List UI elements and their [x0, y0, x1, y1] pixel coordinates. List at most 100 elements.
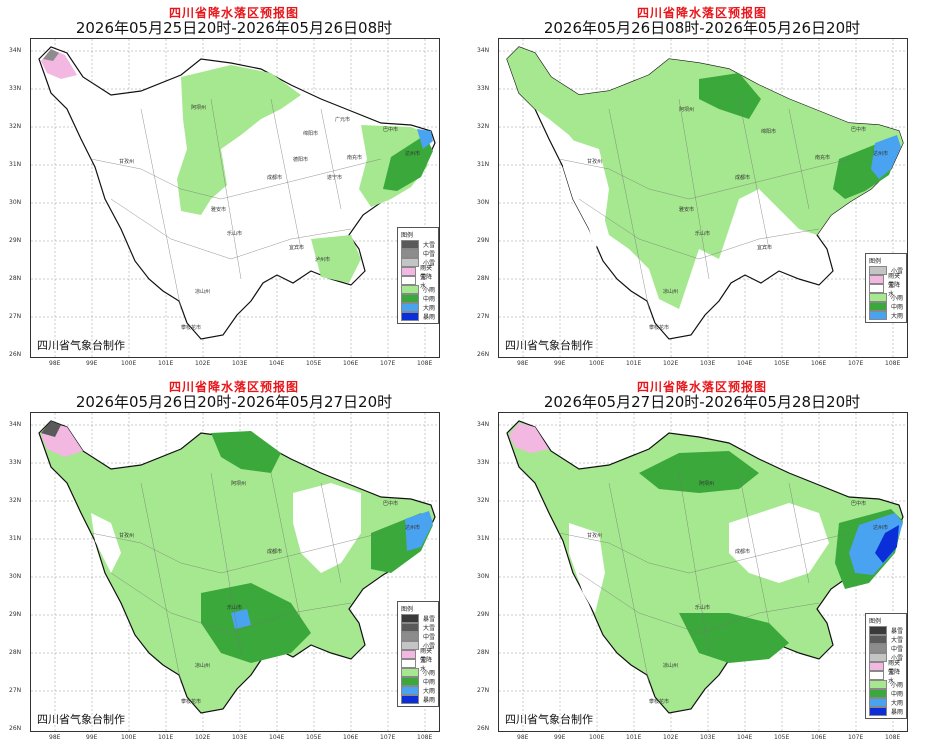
legend-item: 大雪	[401, 623, 435, 632]
map-legend: 图例 暴雪 大雪 中雪 小雪 雨夹雪 无降水 小雨 中雨 大雨 暴雨	[865, 613, 907, 719]
legend-swatch	[401, 258, 419, 267]
legend-swatch	[869, 662, 885, 671]
legend-item: 中雨	[401, 677, 435, 686]
lon-label: 106E	[811, 734, 827, 741]
lon-label: 103E	[700, 734, 716, 741]
lat-label: 26N	[9, 725, 22, 732]
legend-item: 暴雪	[869, 626, 903, 635]
legend-label: 大雨	[890, 700, 903, 707]
city-label: 宜宾市	[757, 244, 772, 251]
lat-label: 27N	[9, 687, 22, 694]
map-area: 甘孜州 阿坝州 成都市 绵阳市 巴中市 达州市 南充市 雅安市 乐山市 宜宾市 …	[498, 38, 908, 358]
legend-label: 大雪	[422, 625, 435, 632]
lon-label: 105E	[306, 734, 322, 741]
legend-item: 暴雨	[401, 695, 435, 704]
map-area: 甘孜州 阿坝州 成都市 巴中市 达州市 乐山市 凉山州 攀枝花市 图例 暴雪 大…	[30, 412, 440, 732]
legend-swatch	[401, 632, 419, 641]
legend-swatch	[401, 686, 419, 695]
lat-label: 29N	[9, 611, 22, 618]
sleet-area	[509, 423, 549, 453]
legend-item: 大雨	[401, 303, 435, 312]
lon-label: 107E	[848, 734, 864, 741]
legend-swatch	[401, 294, 419, 303]
legend-item: 小雨	[869, 293, 903, 302]
legend-item: 大雨	[869, 311, 903, 320]
lon-label: 104E	[737, 360, 753, 367]
legend-label: 暴雪	[422, 616, 435, 623]
moderate-rain-area	[699, 73, 761, 119]
lon-label: 100E	[589, 360, 605, 367]
legend-swatch	[401, 285, 419, 294]
moderate-rain-area	[201, 583, 311, 663]
legend-label: 暴雨	[422, 314, 435, 321]
lon-label: 98E	[49, 734, 61, 741]
light-rain-area	[507, 47, 903, 309]
lon-label: 105E	[774, 734, 790, 741]
city-label: 甘孜州	[119, 158, 134, 165]
lat-label: 27N	[9, 313, 22, 320]
legend-item: 小雨	[401, 285, 435, 294]
legend-swatch	[869, 644, 887, 653]
sichuan-province	[506, 420, 904, 714]
city-label: 凉山州	[195, 662, 210, 669]
panel-title: 四川省降水落区预报图	[168, 6, 299, 20]
lat-label: 31N	[477, 161, 490, 168]
legend-swatch	[401, 276, 417, 285]
no-precip-area	[293, 483, 361, 573]
legend-swatch	[401, 650, 417, 659]
legend-item: 中雪	[869, 644, 903, 653]
lon-label: 108E	[885, 360, 901, 367]
city-labels: 甘孜州 阿坝州 成都市 绵阳市 巴中市 达州市 南充市 雅安市 乐山市 宜宾市 …	[587, 106, 888, 331]
lat-label: 31N	[9, 535, 22, 542]
city-label: 达州市	[873, 150, 888, 157]
legend-item: 中雨	[869, 689, 903, 698]
city-label: 凉山州	[663, 662, 678, 669]
legend-label: 大雪	[422, 242, 435, 249]
legend-item: 小雨	[401, 668, 435, 677]
city-label: 凉山州	[663, 288, 678, 295]
legend-swatch	[401, 249, 419, 258]
lon-label: 99E	[554, 360, 566, 367]
lon-label: 99E	[86, 360, 98, 367]
legend-label: 小雪	[422, 260, 435, 267]
panel-subtitle: 2026年05月27日20时-2026年05月28日20时	[543, 393, 861, 411]
legend-swatch	[401, 623, 419, 632]
no-precip-area	[729, 503, 829, 583]
city-label: 阿坝州	[699, 480, 714, 487]
snow-area	[41, 421, 61, 437]
legend-item: 雨夹雪	[869, 273, 903, 289]
city-labels: 甘孜州 阿坝州 成都市 德阳市 绵阳市 广元市 巴中市 达州市 南充市 遂宁市 …	[119, 104, 420, 331]
lat-label: 26N	[477, 351, 490, 358]
city-label: 乐山市	[695, 230, 710, 237]
rainstorm-area	[875, 525, 899, 563]
city-label: 巴中市	[851, 500, 866, 507]
legend-swatch	[869, 266, 887, 275]
legend-title: 图例	[869, 618, 882, 625]
legend-item: 暴雨	[401, 312, 435, 321]
legend-item: 小雨	[869, 680, 903, 689]
lat-label: 33N	[9, 85, 22, 92]
heavy-rain-area	[405, 511, 433, 551]
city-label: 雅安市	[679, 206, 694, 213]
city-label: 达州市	[405, 150, 420, 157]
legend-label: 中雪	[422, 251, 435, 258]
heavy-rain-area	[417, 129, 433, 149]
legend-label: 中雨	[422, 679, 435, 686]
lat-label: 32N	[477, 123, 490, 130]
legend-item: 雨夹雪	[401, 265, 435, 281]
precip-areas	[509, 423, 903, 663]
city-label: 南充市	[347, 154, 362, 161]
lon-label: 106E	[811, 360, 827, 367]
lon-label: 106E	[343, 360, 359, 367]
city-label: 乐山市	[695, 604, 710, 611]
lon-label: 107E	[380, 734, 396, 741]
lon-label: 102E	[663, 360, 679, 367]
legend-title: 图例	[869, 258, 882, 265]
lon-label: 103E	[232, 734, 248, 741]
legend-swatch	[401, 659, 417, 668]
legend-label: 小雨	[890, 682, 903, 689]
map-legend: 图例 暴雪 大雪 中雪 小雪 雨夹雪 无降水 小雨 中雨 大雨 暴雨	[397, 601, 439, 707]
legend-label: 中雪	[422, 634, 435, 641]
legend-label: 大雪	[890, 637, 903, 644]
city-labels: 甘孜州 阿坝州 成都市 巴中市 达州市 乐山市 凉山州 攀枝花市	[587, 480, 888, 705]
